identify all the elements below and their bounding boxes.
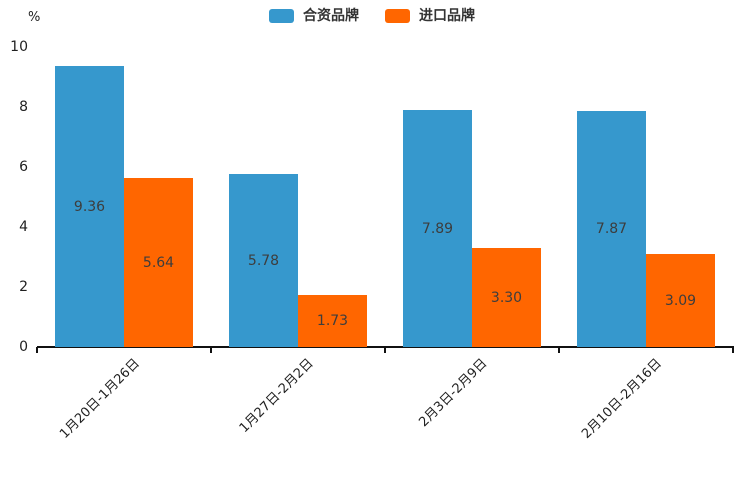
- bar-value-label: 7.87: [595, 221, 628, 237]
- bar-joint-venture-1[interactable]: [229, 174, 298, 347]
- x-axis-category-label: 1月20日-1月26日: [56, 356, 143, 442]
- legend-label: 进口品牌: [419, 8, 475, 24]
- bar-joint-venture-0[interactable]: [55, 66, 124, 347]
- x-axis-category-label: 2月3日-2月9日: [416, 356, 491, 431]
- bar-value-label: 3.30: [490, 289, 523, 306]
- x-axis-tick: [732, 347, 734, 353]
- bar-value-label: 5.64: [142, 254, 175, 271]
- bar-value-label: 9.36: [73, 198, 106, 215]
- y-axis-tick-label: 0: [19, 339, 28, 355]
- y-axis-tick-label: 4: [19, 219, 28, 235]
- legend-item-joint-venture-brands[interactable]: 合资品牌: [269, 8, 359, 24]
- bar-value-label: 7.89: [421, 220, 454, 237]
- y-axis-tick-label: 10: [10, 39, 28, 55]
- bar-joint-venture-2[interactable]: [403, 110, 472, 347]
- legend-label: 合资品牌: [303, 8, 359, 24]
- bar-imported-0[interactable]: [124, 178, 193, 347]
- bar-imported-3[interactable]: [646, 254, 715, 347]
- bar-value-label: 5.78: [247, 252, 280, 269]
- legend-swatch-orange: [385, 9, 410, 23]
- bar-imported-2[interactable]: [472, 248, 541, 347]
- bar-imported-1[interactable]: [298, 295, 367, 347]
- x-axis-tick: [36, 347, 38, 353]
- y-axis-tick-label: 8: [19, 99, 28, 115]
- x-axis-tick: [384, 347, 386, 353]
- y-axis-tick-label: 6: [19, 159, 28, 175]
- legend-swatch-blue: [269, 9, 294, 23]
- legend-item-imported-brands[interactable]: 进口品牌: [385, 8, 475, 24]
- y-axis-tick-label: 2: [19, 279, 28, 295]
- bar-joint-venture-3[interactable]: [577, 111, 646, 347]
- x-axis-tick: [558, 347, 560, 353]
- x-axis-tick: [210, 347, 212, 353]
- x-axis-category-label: 2月10日-2月16日: [578, 356, 665, 442]
- bar-value-label: 1.73: [316, 313, 349, 329]
- x-axis-category-label: 1月27日-2月2日: [236, 356, 317, 436]
- bar-value-label: 3.09: [664, 292, 697, 309]
- y-axis-unit-label: %: [28, 10, 41, 25]
- legend: 合资品牌 进口品牌: [0, 8, 744, 24]
